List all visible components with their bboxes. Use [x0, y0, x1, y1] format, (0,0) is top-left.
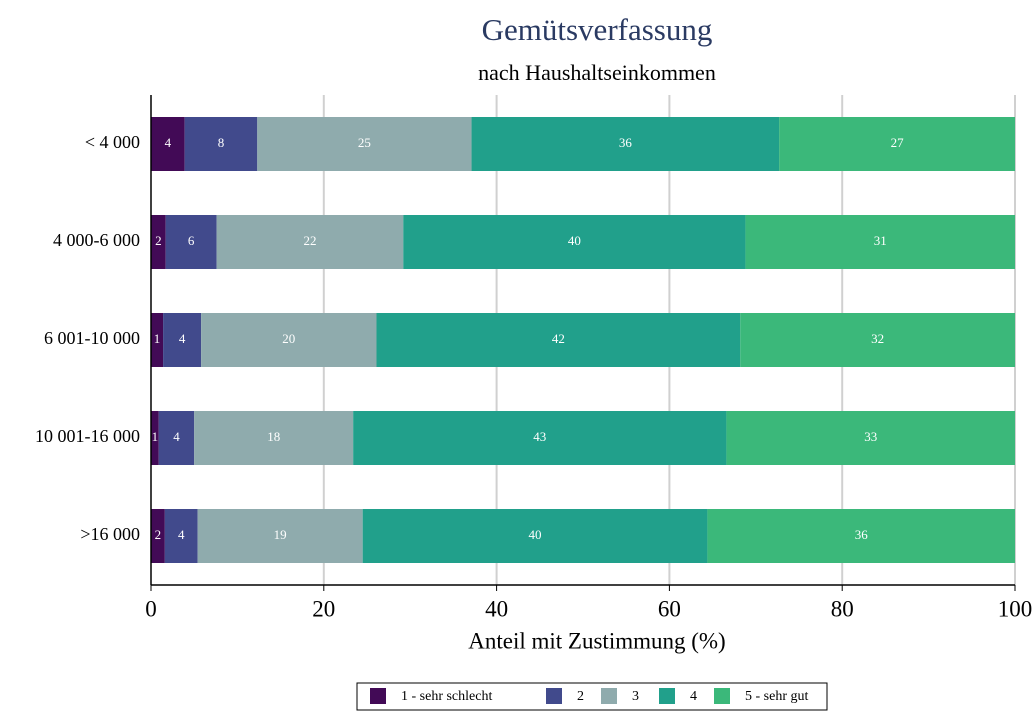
- legend-label: 5 - sehr gut: [745, 689, 808, 704]
- y-tick-label: < 4 000: [85, 132, 140, 152]
- bar-segment: [257, 117, 472, 171]
- bar-segment: [471, 117, 780, 171]
- value-label: 8: [218, 135, 225, 150]
- value-label: 27: [891, 135, 905, 150]
- value-label: 25: [358, 135, 371, 150]
- bar-segment: [163, 313, 202, 367]
- bar-segment: [707, 509, 1015, 563]
- x-tick-label: 20: [312, 596, 335, 621]
- value-label: 42: [552, 331, 565, 346]
- value-label: 32: [871, 331, 884, 346]
- value-label: 36: [855, 527, 869, 542]
- legend-label: 1 - sehr schlecht: [401, 689, 492, 704]
- x-tick-label: 0: [145, 596, 157, 621]
- value-label: 6: [188, 233, 195, 248]
- bar-segment: [158, 411, 195, 465]
- bar-segment: [151, 117, 185, 171]
- bar-segment: [740, 313, 1015, 367]
- bar-segment: [151, 215, 166, 269]
- legend-swatch: [546, 688, 562, 704]
- legend-label: 2: [577, 689, 584, 704]
- value-label: 4: [178, 527, 185, 542]
- value-label: 40: [529, 527, 542, 542]
- bar-segment: [353, 411, 727, 465]
- bar-segment: [151, 313, 164, 367]
- x-tick-label: 40: [485, 596, 508, 621]
- bar-segment: [779, 117, 1015, 171]
- bar-segment: [164, 509, 198, 563]
- legend-swatch: [714, 688, 730, 704]
- y-tick-label: >16 000: [80, 524, 140, 544]
- value-label: 4: [173, 429, 180, 444]
- chart-subtitle: nach Haushaltseinkommen: [478, 60, 716, 85]
- value-label: 18: [267, 429, 280, 444]
- bar-segment: [184, 117, 258, 171]
- bar-segment: [151, 411, 159, 465]
- legend-box: [356, 682, 828, 711]
- value-label: 33: [864, 429, 877, 444]
- bar-segment: [403, 215, 746, 269]
- bar-segment: [194, 411, 354, 465]
- y-tick-label: 10 001-16 000: [35, 426, 140, 446]
- bar-segment: [362, 509, 708, 563]
- y-tick-label: 6 001-10 000: [44, 328, 140, 348]
- value-label: 40: [568, 233, 581, 248]
- value-label: 22: [303, 233, 316, 248]
- value-label: 1: [152, 429, 159, 444]
- bar-segment: [151, 509, 165, 563]
- x-tick-label: 60: [658, 596, 681, 621]
- value-label: 4: [179, 331, 186, 346]
- bar-segment: [376, 313, 741, 367]
- value-label: 36: [619, 135, 633, 150]
- bar-segment: [216, 215, 404, 269]
- bar-segment: [745, 215, 1015, 269]
- value-label: 4: [165, 135, 172, 150]
- x-tick-label: 100: [998, 596, 1033, 621]
- value-label: 43: [533, 429, 546, 444]
- value-label: 20: [282, 331, 295, 346]
- legend-label: 4: [690, 689, 697, 704]
- value-label: 19: [274, 527, 287, 542]
- value-label: 2: [155, 527, 162, 542]
- legend-swatch: [659, 688, 675, 704]
- x-tick-label: 80: [831, 596, 854, 621]
- bar-segment: [201, 313, 377, 367]
- y-tick-label: 4 000-6 000: [53, 230, 140, 250]
- bar-segment: [197, 509, 363, 563]
- x-axis-label: Anteil mit Zustimmung (%): [468, 628, 725, 653]
- value-label: 2: [155, 233, 162, 248]
- value-label: 1: [154, 331, 161, 346]
- bar-segment: [726, 411, 1015, 465]
- legend-swatch: [601, 688, 617, 704]
- bar-segment: [165, 215, 217, 269]
- value-label: 31: [874, 233, 887, 248]
- legend-swatch: [370, 688, 386, 704]
- chart-title: Gemütsverfassung: [482, 12, 713, 47]
- legend-label: 3: [632, 689, 639, 704]
